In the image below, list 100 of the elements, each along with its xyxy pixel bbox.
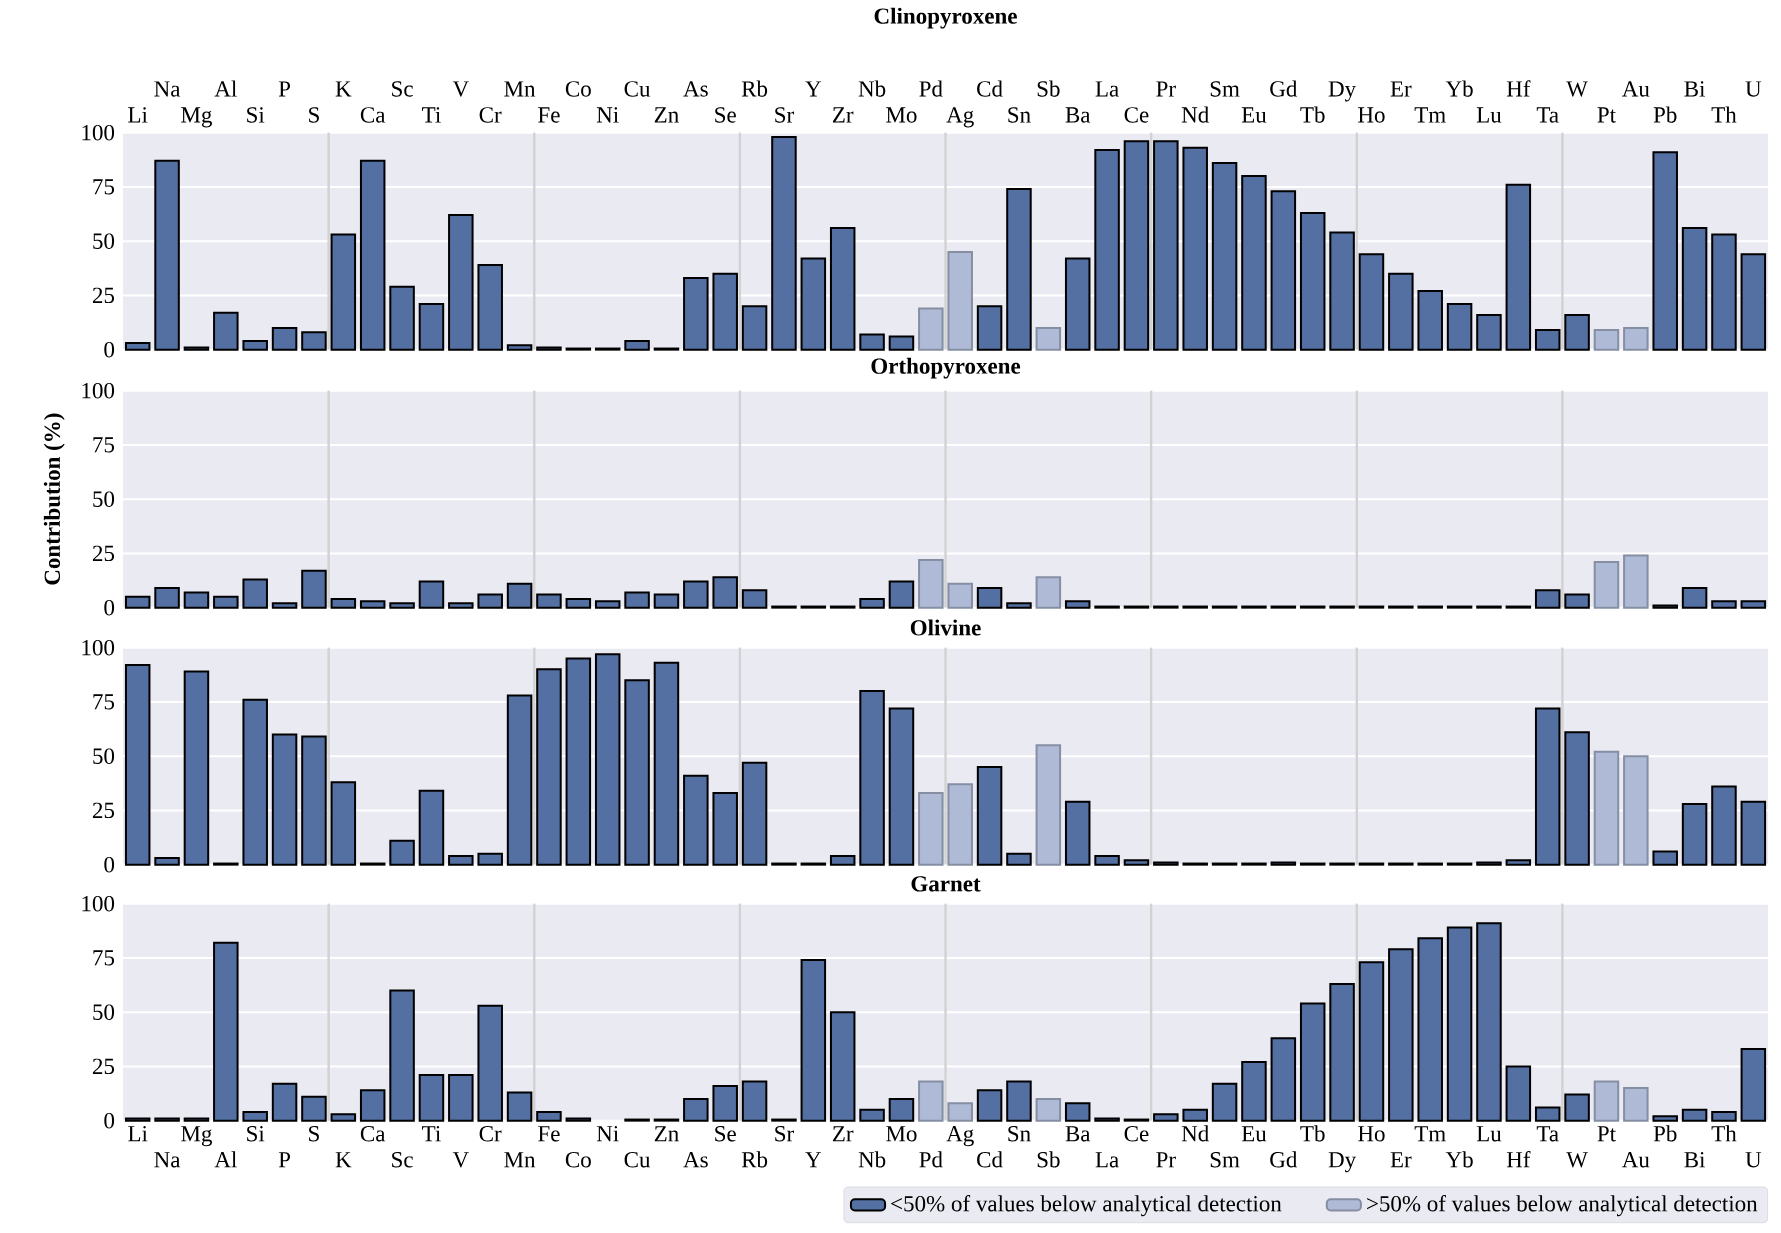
x-tick-label: U	[1745, 81, 1762, 97]
x-tick-label: K	[335, 81, 352, 97]
bar	[506, 1091, 533, 1122]
bar	[683, 774, 709, 866]
bar	[1329, 983, 1355, 1122]
y-tick-label: 75	[93, 694, 115, 710]
bar	[976, 1089, 1003, 1122]
bar	[1094, 149, 1120, 351]
bar	[1358, 961, 1385, 1122]
x-tick-label: Ni	[596, 1126, 619, 1142]
bar	[154, 587, 180, 609]
bar	[1564, 593, 1590, 609]
bar	[242, 1111, 268, 1122]
bar	[624, 340, 650, 351]
bar	[918, 1080, 944, 1122]
bar	[1740, 600, 1767, 609]
x-tick-label: Ce	[1124, 1126, 1149, 1142]
x-tick-label: Sb	[1037, 1151, 1060, 1168]
bar	[1564, 314, 1590, 351]
bar	[1681, 227, 1708, 351]
bar	[859, 333, 885, 351]
bar	[1417, 937, 1443, 1122]
y-tick-label: 0	[104, 1113, 115, 1129]
bar	[359, 1089, 386, 1122]
y-tick-label: 100	[82, 640, 115, 656]
bar	[741, 1080, 768, 1122]
x-tick-label: Se	[715, 1126, 736, 1142]
x-tick-label: Al	[214, 80, 237, 97]
bar	[1446, 926, 1473, 1122]
bar	[1153, 140, 1179, 351]
bar	[477, 264, 503, 351]
x-tick-label: Sn	[1008, 1126, 1031, 1142]
x-tick-label: Cr	[479, 1126, 502, 1142]
bar	[594, 653, 621, 866]
bar	[154, 1117, 180, 1122]
bar	[1711, 785, 1737, 866]
bar	[213, 595, 239, 609]
bar	[506, 344, 533, 351]
x-tick-label: Ca	[360, 107, 386, 123]
bar	[183, 346, 210, 351]
x-tick-label: P	[278, 81, 291, 97]
bar	[1681, 803, 1708, 866]
x-tick-label: Nb	[858, 1151, 886, 1168]
bar	[624, 679, 650, 866]
bar	[1711, 233, 1737, 351]
x-tick-label: As	[683, 1152, 708, 1168]
x-tick-label: Dy	[1328, 81, 1357, 102]
bar	[477, 593, 503, 609]
x-tick-label: Sn	[1008, 107, 1031, 123]
x-tick-label: Na	[154, 1152, 181, 1168]
x-tick-label: Lu	[1476, 1126, 1502, 1142]
bar	[330, 1113, 357, 1122]
x-tick-label: Ag	[946, 1126, 974, 1147]
x-tick-label: Pr	[1156, 81, 1176, 97]
bar	[359, 600, 386, 609]
bar	[1623, 1087, 1649, 1122]
x-tick-label: S	[309, 107, 319, 123]
x-tick-label: Hf	[1506, 1151, 1531, 1168]
bar	[448, 214, 474, 351]
bar	[1505, 183, 1532, 351]
bar	[271, 327, 298, 351]
y-tick-label: 75	[93, 950, 115, 966]
x-tick-label: Se	[715, 107, 736, 123]
bar	[1652, 604, 1678, 609]
y-tick-label: 50	[93, 1004, 115, 1021]
x-tick-label: Gd	[1270, 80, 1298, 97]
bar	[1740, 253, 1767, 351]
bar	[1182, 146, 1208, 351]
x-tick-label: Pt	[1597, 107, 1616, 123]
x-tick-label: V	[452, 1152, 469, 1168]
bar	[477, 852, 503, 866]
x-tick-label: Sc	[392, 1152, 413, 1168]
x-tick-label: Ta	[1536, 107, 1559, 123]
bar	[477, 1004, 503, 1122]
bar	[271, 1082, 298, 1122]
y-tick-label: 50	[93, 748, 115, 765]
x-tick-label: Mn	[504, 81, 536, 97]
bar	[301, 735, 327, 866]
bar	[594, 600, 621, 609]
chart-title: Clinopyroxene	[874, 7, 1017, 29]
bar	[301, 569, 327, 609]
bar	[1270, 861, 1297, 866]
bar	[800, 257, 827, 351]
bar	[418, 1074, 445, 1122]
bar	[389, 602, 415, 609]
bar	[1006, 1080, 1032, 1122]
bar	[888, 707, 915, 866]
x-tick-label: Nd	[1181, 1125, 1209, 1142]
bar	[124, 342, 151, 351]
y-tick-label: 75	[93, 179, 115, 195]
bar	[1681, 587, 1708, 609]
bar	[829, 227, 856, 351]
x-tick-label: Au	[1622, 81, 1650, 97]
bar	[624, 591, 650, 609]
x-tick-label: W	[1566, 1152, 1588, 1168]
bar	[947, 582, 973, 609]
x-tick-label: Zn	[654, 107, 679, 123]
bar	[1064, 800, 1091, 866]
legend-label: >50% of values below analytical detection	[1367, 1195, 1758, 1217]
x-tick-label: P	[278, 1152, 291, 1168]
